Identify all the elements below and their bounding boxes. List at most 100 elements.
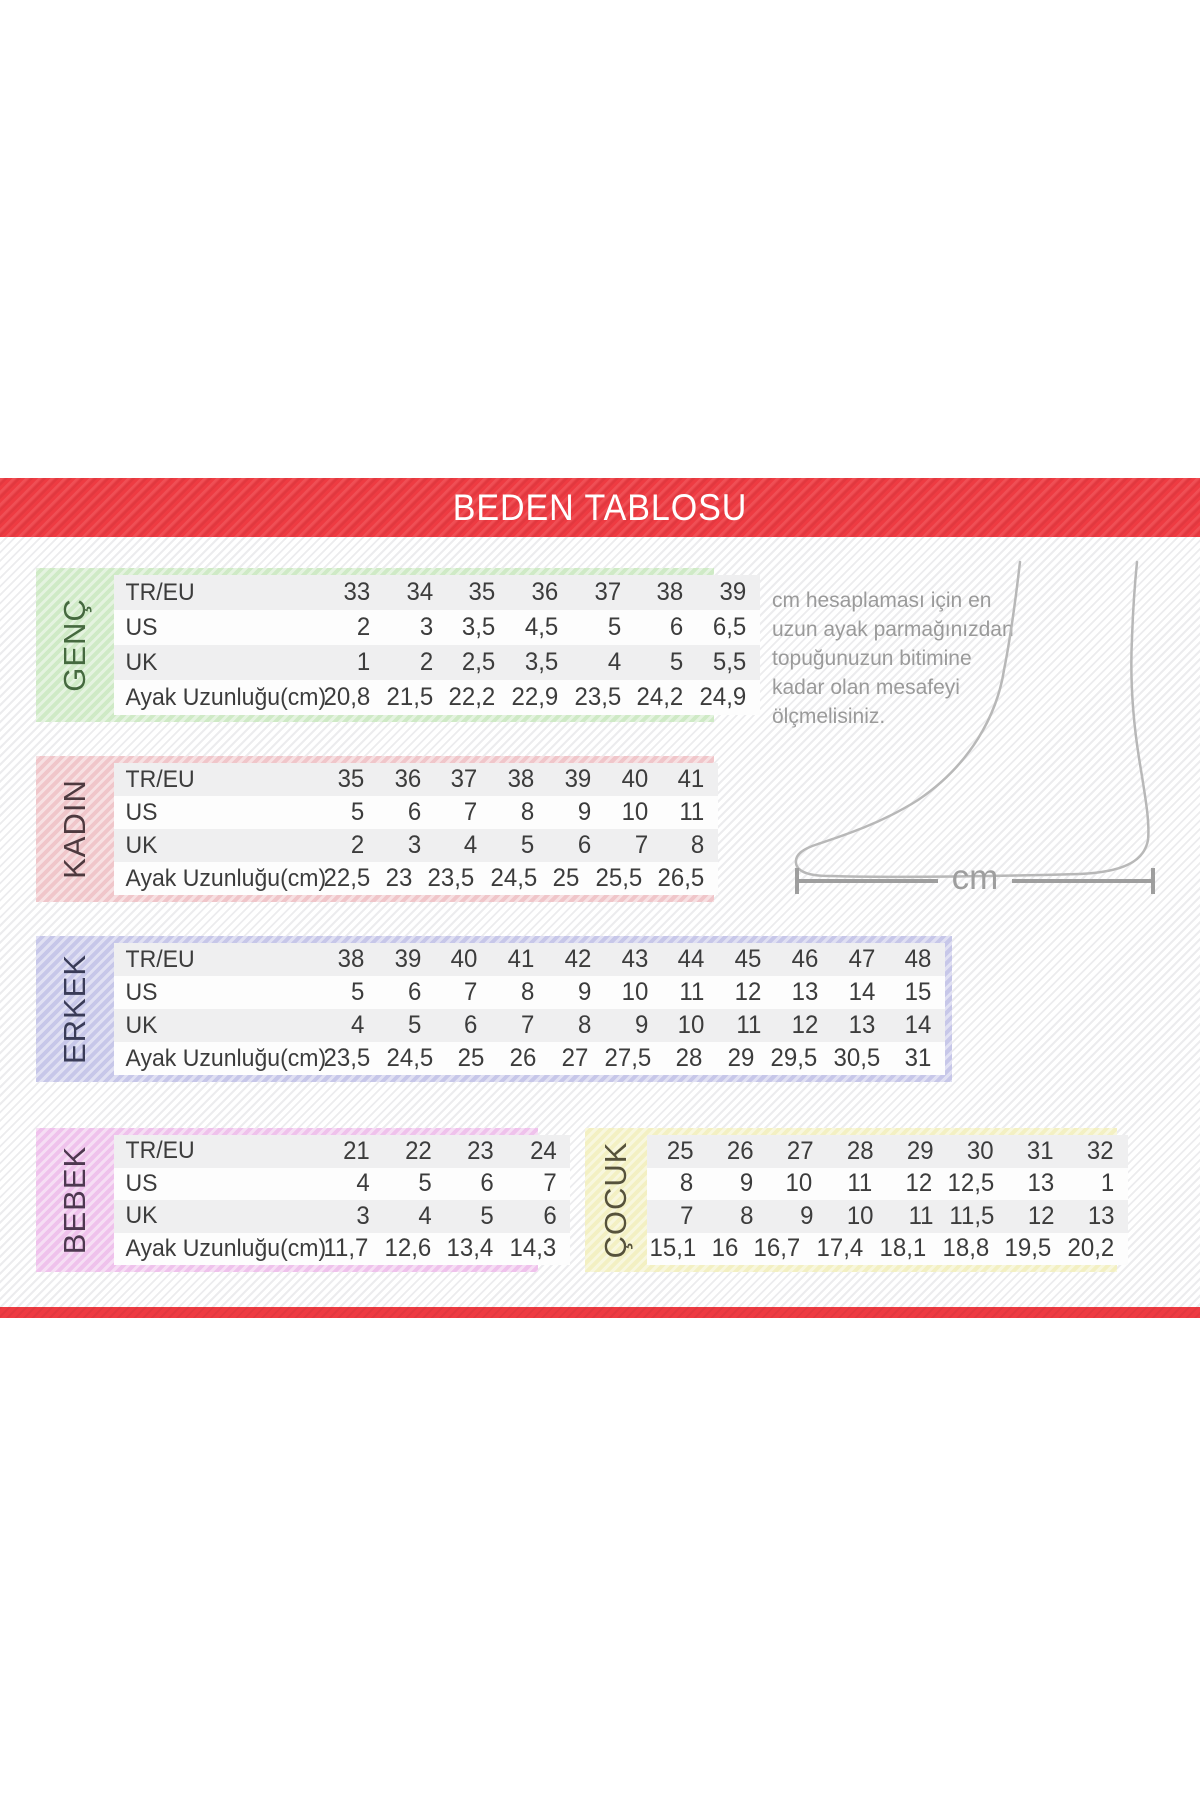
size-value-cell: 8 [679,1169,694,1198]
size-value-cell: 8 [521,798,535,826]
row-label: TR/EU [125,578,195,606]
measurement-instructions: cm hesaplaması için en uzun ayak parmağı… [772,586,1112,731]
size-value-cell: 30 [967,1136,994,1165]
size-value-cell: 4 [350,1011,365,1039]
row-label: TR/EU [125,1137,195,1165]
table-row: UK 1 2 2,5 3,5 4 5 5,5 [114,645,760,680]
table-row: Ayak Uzunluğu(cm) 20,8 21,5 22,2 22,9 23,5 24,… [114,680,760,715]
size-value-cell: 4,5 [524,613,559,641]
table-row: Ayak Uzunluğu(cm) 11,7 12,6 13,4 14,3 [114,1232,570,1265]
table-row: TR/EU 35 36 37 38 39 40 41 [114,763,718,796]
size-value-cell: 41 [507,945,535,973]
size-value-cell: 22,2 [448,683,496,711]
size-value-cell: 15 [904,978,932,1006]
row-label: US [125,798,158,826]
foot-icon [794,560,1150,879]
size-value-cell: 20,8 [323,683,371,711]
size-value-cell: 35 [468,578,496,606]
size-value-cell: 23,5 [323,1044,371,1072]
size-value-cell: 5 [350,798,365,826]
size-value-cell: 30,5 [833,1044,880,1072]
size-value-cell: 8 [740,1201,754,1230]
size-value-cell: 34 [406,578,433,606]
size-value-cell: 9 [739,1169,753,1198]
table-category-label: ERKEK [57,953,92,1065]
size-value-cell: 31 [904,1044,932,1072]
size-value-cell: 4 [418,1201,432,1230]
size-value-cell: 6,5 [712,613,747,641]
size-table-cocuk: ÇOCUK 25 26 27 28 29 30 31 32 8 9 10 11 12 12,5 13 1 7 8 9 1… [585,1128,1128,1272]
size-value-cell: 10 [846,1201,874,1230]
size-value-cell: 6 [407,978,422,1006]
size-value-cell: 11 [736,1011,762,1039]
size-value-cell: 40 [621,765,648,793]
size-value-cell: 37 [594,578,621,606]
size-value-cell: 29 [727,1044,755,1072]
table-row: UK 4 5 6 7 8 9 10 11 12 13 14 [114,1009,945,1042]
row-label: US [125,978,158,1006]
size-value-cell: 18,1 [879,1234,927,1263]
measure-tick-left [795,868,799,894]
size-value-cell: 24,5 [386,1044,433,1072]
table-row: 25 26 27 28 29 30 31 32 [647,1135,1128,1168]
table-row: 8 9 10 11 12 12,5 13 1 [647,1167,1128,1200]
measure-line-left [799,879,938,883]
table-category-band: GENÇ [36,568,114,722]
table-row: TR/EU 38 39 40 41 42 43 44 45 46 47 48 [114,943,945,976]
size-value-cell: 13 [1027,1169,1055,1198]
row-label: Ayak Uzunluğu(cm) [125,1044,327,1072]
size-value-cell: 16,7 [753,1234,801,1263]
table-grid: 25 26 27 28 29 30 31 32 8 9 10 11 12 12,5 13 1 7 8 9 10 11 11… [647,1135,1128,1265]
size-value-cell: 10 [785,1169,813,1198]
size-value-cell: 20,2 [1067,1234,1115,1263]
instruction-line: cm hesaplaması için en [772,589,992,612]
table-row: UK 2 3 4 5 6 7 8 [114,829,718,862]
size-value-cell: 11,5 [949,1201,995,1230]
size-value-cell: 22,5 [323,864,371,892]
size-value-cell: 24,5 [490,864,538,892]
table-category-label: BEBEK [57,1145,92,1255]
size-value-cell: 41 [677,765,705,793]
size-value-cell: 5,5 [712,648,747,676]
size-value-cell: 26 [726,1136,754,1165]
size-value-cell: 13,4 [446,1234,494,1263]
table-grid: TR/EU 38 39 40 41 42 43 44 45 46 47 48 US 5 6 7 8 9 10 11 12… [114,943,945,1075]
size-value-cell: 23 [467,1136,495,1165]
size-value-cell: 38 [507,765,535,793]
size-value-cell: 6 [464,1011,478,1039]
size-value-cell: 3,5 [524,648,559,676]
row-label: UK [125,1011,158,1039]
size-value-cell: 7 [521,1011,535,1039]
size-value-cell: 10 [621,798,648,826]
size-value-cell: 6 [480,1169,495,1198]
size-value-cell: 7 [464,978,478,1006]
size-value-cell: 16 [711,1234,739,1263]
table-grid: TR/EU 33 34 35 36 37 38 39 US 2 3 3,5 4,5 5 6 6,5 UK 1 2 2,… [114,575,760,715]
size-value-cell: 3 [356,1201,370,1230]
size-value-cell: 7 [680,1201,694,1230]
size-value-cell: 25 [457,1044,485,1072]
size-value-cell: 31 [1027,1136,1054,1165]
size-value-cell: 14 [904,1011,932,1039]
size-value-cell: 21 [343,1136,370,1165]
size-value-cell: 2 [356,613,371,641]
size-value-cell: 23,5 [574,683,621,711]
table-row: US 5 6 7 8 9 10 11 [114,796,718,829]
instruction-line: topuğunuzun bitimine [772,647,972,670]
size-value-cell: 37 [451,765,478,793]
size-value-cell: 3,5 [462,613,496,641]
size-value-cell: 28 [676,1044,703,1072]
size-value-cell: 12 [734,978,762,1006]
size-value-cell: 8 [577,1011,592,1039]
size-value-cell: 1 [1100,1169,1115,1198]
size-value-cell: 48 [904,945,932,973]
size-value-cell: 5 [350,978,365,1006]
size-value-cell: 27 [561,1044,589,1072]
size-value-cell: 40 [451,945,478,973]
size-value-cell: 2 [350,831,365,859]
size-value-cell: 22 [405,1136,432,1165]
size-value-cell: 3 [419,613,433,641]
size-value-cell: 35 [337,765,365,793]
size-value-cell: 39 [719,578,747,606]
size-value-cell: 15,1 [649,1234,697,1263]
